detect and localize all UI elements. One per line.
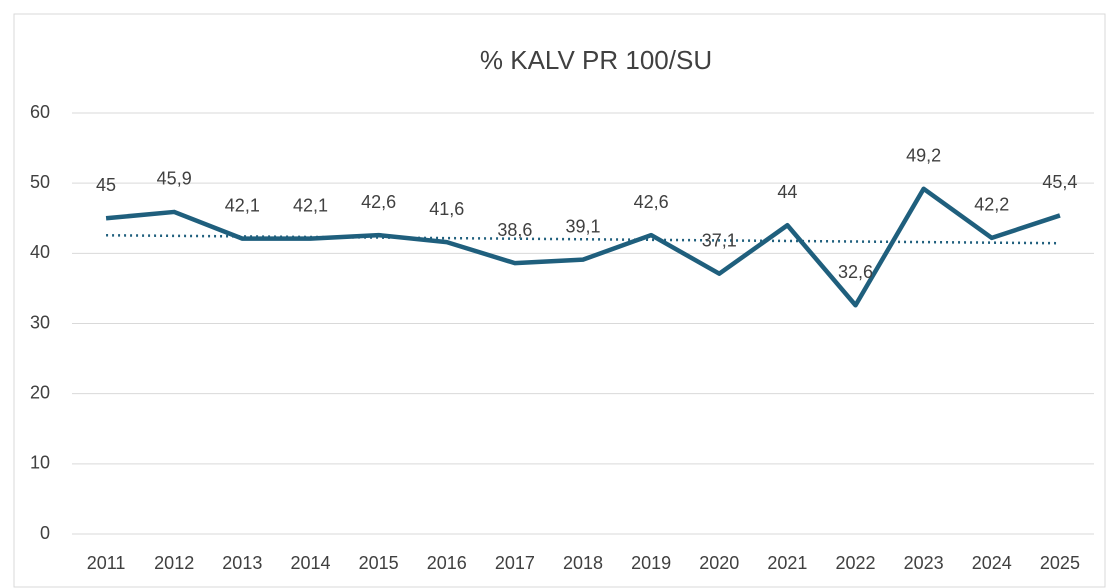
data-label: 42,1	[293, 195, 328, 215]
y-tick-label: 20	[30, 382, 50, 402]
x-tick-label: 2015	[359, 553, 399, 573]
data-label: 44	[777, 182, 797, 202]
y-tick-label: 50	[30, 172, 50, 192]
chart-frame	[13, 13, 1106, 588]
y-tick-label: 40	[30, 242, 50, 262]
data-label: 45,4	[1042, 172, 1077, 192]
x-tick-label: 2014	[290, 553, 330, 573]
y-tick-label: 30	[30, 312, 50, 332]
data-label: 42,2	[974, 195, 1009, 215]
data-label: 39,1	[565, 216, 600, 236]
data-label: 37,1	[702, 230, 737, 250]
data-line	[105, 186, 1061, 308]
x-tick-label: 2017	[495, 553, 535, 573]
data-label: 49,2	[906, 146, 941, 166]
y-tick-label: 0	[40, 523, 50, 543]
x-tick-label: 2019	[631, 553, 671, 573]
x-tick-label: 2013	[222, 553, 262, 573]
data-label: 42,6	[361, 192, 396, 212]
data-label: 38,6	[497, 220, 532, 240]
x-tick-label: 2022	[836, 553, 876, 573]
x-tick-label: 2016	[427, 553, 467, 573]
data-label: 45	[96, 175, 116, 195]
data-label: 45,9	[157, 169, 192, 189]
y-tick-label: 10	[30, 453, 50, 473]
chart-title: % KALV PR 100/SU	[480, 45, 712, 75]
data-label: 42,6	[634, 192, 669, 212]
data-label: 41,6	[429, 199, 464, 219]
x-tick-label: 2011	[87, 553, 126, 573]
x-tick-label: 2020	[699, 553, 739, 573]
x-tick-label: 2021	[767, 553, 807, 573]
x-tick-label: 2024	[972, 553, 1012, 573]
y-tick-label: 60	[30, 102, 50, 122]
data-label: 42,1	[225, 195, 260, 215]
x-tick-label: 2012	[154, 553, 194, 573]
x-tick-label: 2025	[1040, 553, 1080, 573]
x-tick-label: 2023	[904, 553, 944, 573]
data-label: 32,6	[838, 262, 873, 282]
x-tick-label: 2018	[563, 553, 603, 573]
